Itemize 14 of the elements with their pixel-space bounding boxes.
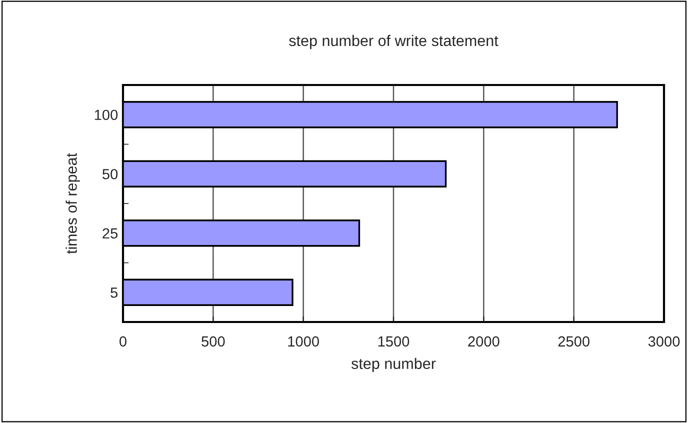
- y-axis-title: times of repeat: [66, 153, 80, 254]
- x-tick-label: 3000: [648, 336, 680, 347]
- x-tick-label: 2000: [468, 336, 500, 347]
- x-axis-title: step number: [351, 358, 436, 372]
- x-tick-label: 0: [120, 336, 126, 347]
- chart-title: step number of write statement: [289, 34, 498, 50]
- y-tick-label: 50: [102, 168, 118, 180]
- y-tick-label: 25: [102, 228, 118, 239]
- y-tick-label: 100: [94, 110, 118, 120]
- x-tick-label: 1000: [288, 336, 319, 347]
- x-tick-label: 500: [202, 336, 225, 347]
- x-tick-label: 2500: [558, 336, 590, 347]
- x-tick-label: 1500: [378, 336, 410, 347]
- y-tick-label: 5: [110, 288, 118, 298]
